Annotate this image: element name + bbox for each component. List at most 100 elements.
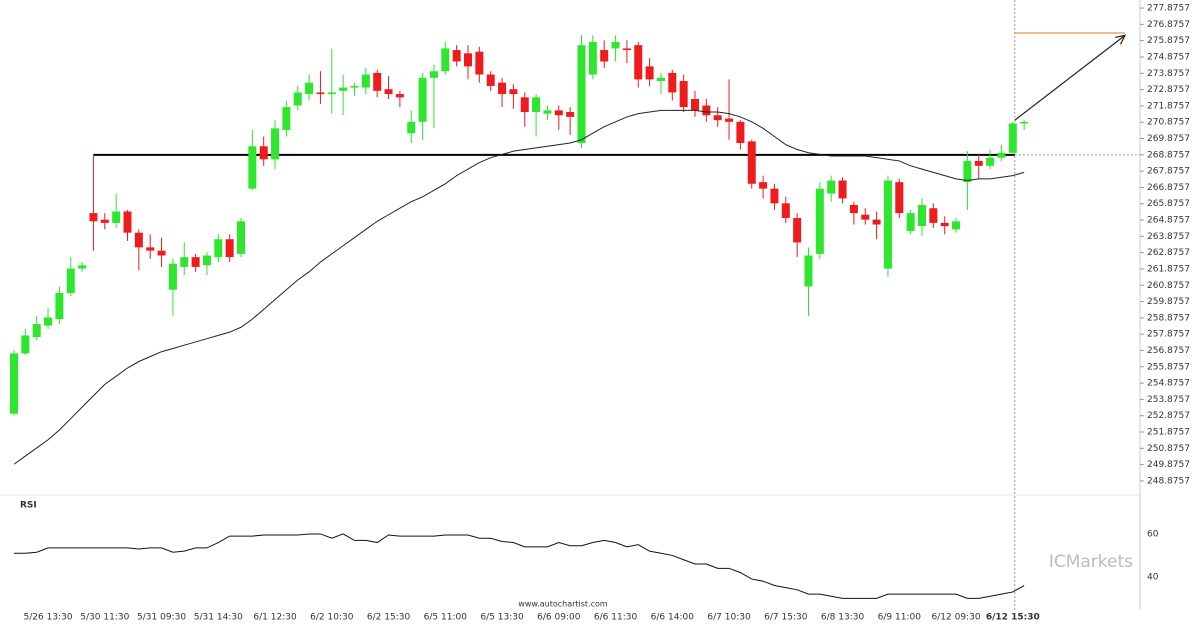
candle-body bbox=[952, 221, 961, 230]
candle-body bbox=[918, 204, 926, 227]
candle-body bbox=[861, 214, 870, 220]
candle-body bbox=[929, 208, 938, 223]
candle-body bbox=[838, 180, 847, 199]
candle-body bbox=[656, 77, 665, 82]
candle-body bbox=[452, 50, 461, 62]
candle-body bbox=[815, 188, 824, 254]
candle-body bbox=[350, 85, 359, 88]
candle-body bbox=[725, 118, 734, 122]
candle-body bbox=[44, 317, 53, 326]
candle-body bbox=[259, 146, 268, 160]
candle-body bbox=[202, 255, 211, 266]
candle-body bbox=[418, 77, 427, 122]
candle-body bbox=[384, 89, 393, 95]
y-tick-label: 272.8757 bbox=[1147, 85, 1190, 95]
y-tick-label: 258.8757 bbox=[1147, 313, 1190, 323]
candle-body bbox=[327, 92, 336, 95]
candle-body bbox=[429, 71, 438, 78]
x-tick-label: 5/31 14:30 bbox=[194, 613, 243, 623]
candle-body bbox=[702, 105, 711, 116]
rsi-tick-label: 40 bbox=[1147, 572, 1159, 582]
y-tick-label: 270.8757 bbox=[1147, 118, 1190, 128]
candle-body bbox=[486, 74, 495, 86]
x-tick-label: 6/1 12:30 bbox=[253, 613, 297, 623]
candle-body bbox=[21, 335, 30, 354]
rsi-line bbox=[14, 533, 1025, 599]
candle-body bbox=[747, 141, 756, 184]
x-tick-label: 6/8 13:30 bbox=[821, 613, 865, 623]
candle-body bbox=[464, 53, 472, 67]
candle-body bbox=[395, 94, 404, 98]
candle-body bbox=[66, 268, 75, 294]
candle-body bbox=[271, 128, 280, 160]
candle-body bbox=[237, 221, 245, 254]
x-tick-label: 6/9 11:00 bbox=[878, 613, 922, 623]
candle-body bbox=[577, 45, 586, 144]
y-tick-label: 274.8757 bbox=[1147, 52, 1190, 62]
candle-body bbox=[89, 213, 98, 222]
y-tick-label: 256.8757 bbox=[1147, 346, 1190, 356]
candle-body bbox=[872, 219, 881, 225]
candle-body bbox=[827, 180, 836, 194]
y-tick-label: 250.8757 bbox=[1147, 444, 1190, 454]
y-tick-label: 248.8757 bbox=[1147, 476, 1190, 486]
x-tick-label: 5/26 13:30 bbox=[24, 613, 73, 623]
x-tick-label: 6/12 15:30 bbox=[986, 613, 1040, 623]
candle-body bbox=[32, 324, 41, 338]
y-tick-label: 249.8757 bbox=[1147, 460, 1190, 470]
y-tick-label: 266.8757 bbox=[1147, 183, 1190, 193]
candle-body bbox=[10, 353, 18, 414]
y-tick-label: 271.8757 bbox=[1147, 101, 1190, 111]
candle-body bbox=[997, 152, 1006, 158]
candle-body bbox=[691, 98, 699, 111]
y-tick-label: 260.8757 bbox=[1147, 281, 1190, 291]
candle-body bbox=[214, 239, 223, 258]
candle-body bbox=[611, 41, 620, 49]
candle-body bbox=[112, 211, 121, 223]
x-tick-label: 6/7 15:30 bbox=[764, 613, 808, 623]
y-tick-label: 262.8757 bbox=[1147, 248, 1190, 258]
candle-body bbox=[634, 45, 643, 80]
candle-body bbox=[906, 213, 915, 232]
candle-body bbox=[1020, 121, 1029, 124]
y-tick-label: 251.8757 bbox=[1147, 428, 1190, 438]
y-tick-label: 267.8757 bbox=[1147, 167, 1190, 177]
candle-body bbox=[532, 97, 541, 113]
y-tick-label: 261.8757 bbox=[1147, 264, 1190, 274]
source: www.autochartist.com bbox=[518, 600, 608, 609]
x-tick-label: 5/30 11:30 bbox=[80, 613, 129, 623]
candle-body bbox=[770, 188, 779, 204]
forecast-arrow bbox=[1014, 34, 1126, 121]
candle-body bbox=[146, 247, 155, 251]
y-tick-label: 259.8757 bbox=[1147, 297, 1190, 307]
x-tick-label: 6/2 10:30 bbox=[310, 613, 354, 623]
candle-body bbox=[668, 72, 677, 93]
candle-body bbox=[248, 146, 257, 189]
candle-body bbox=[407, 121, 416, 134]
candle-body bbox=[804, 255, 813, 287]
x-tick-label: 6/6 11:30 bbox=[594, 613, 638, 623]
y-tick-label: 268.8757 bbox=[1147, 150, 1190, 160]
candle-body bbox=[282, 107, 291, 130]
y-tick-label: 255.8757 bbox=[1147, 362, 1190, 372]
candle-body bbox=[543, 110, 552, 114]
candle-body bbox=[679, 81, 688, 108]
x-tick-label: 6/6 09:00 bbox=[537, 613, 581, 623]
candle-body bbox=[180, 257, 189, 267]
candle-body bbox=[225, 239, 234, 258]
candle-body bbox=[134, 232, 143, 248]
candle-body bbox=[55, 293, 64, 320]
y-tick-label: 265.8757 bbox=[1147, 199, 1190, 209]
candle-body bbox=[759, 182, 768, 189]
candle-body bbox=[361, 74, 370, 88]
rsi-title: RSI bbox=[20, 501, 37, 511]
arrow-head bbox=[1115, 34, 1127, 45]
y-tick-label: 273.8757 bbox=[1147, 69, 1190, 79]
candle-body bbox=[895, 182, 904, 214]
candle-body bbox=[339, 87, 348, 91]
candle-body bbox=[157, 250, 166, 256]
watermark: ICMarkets bbox=[1049, 552, 1133, 572]
y-tick-label: 253.8757 bbox=[1147, 395, 1190, 405]
candle-body bbox=[168, 263, 177, 290]
